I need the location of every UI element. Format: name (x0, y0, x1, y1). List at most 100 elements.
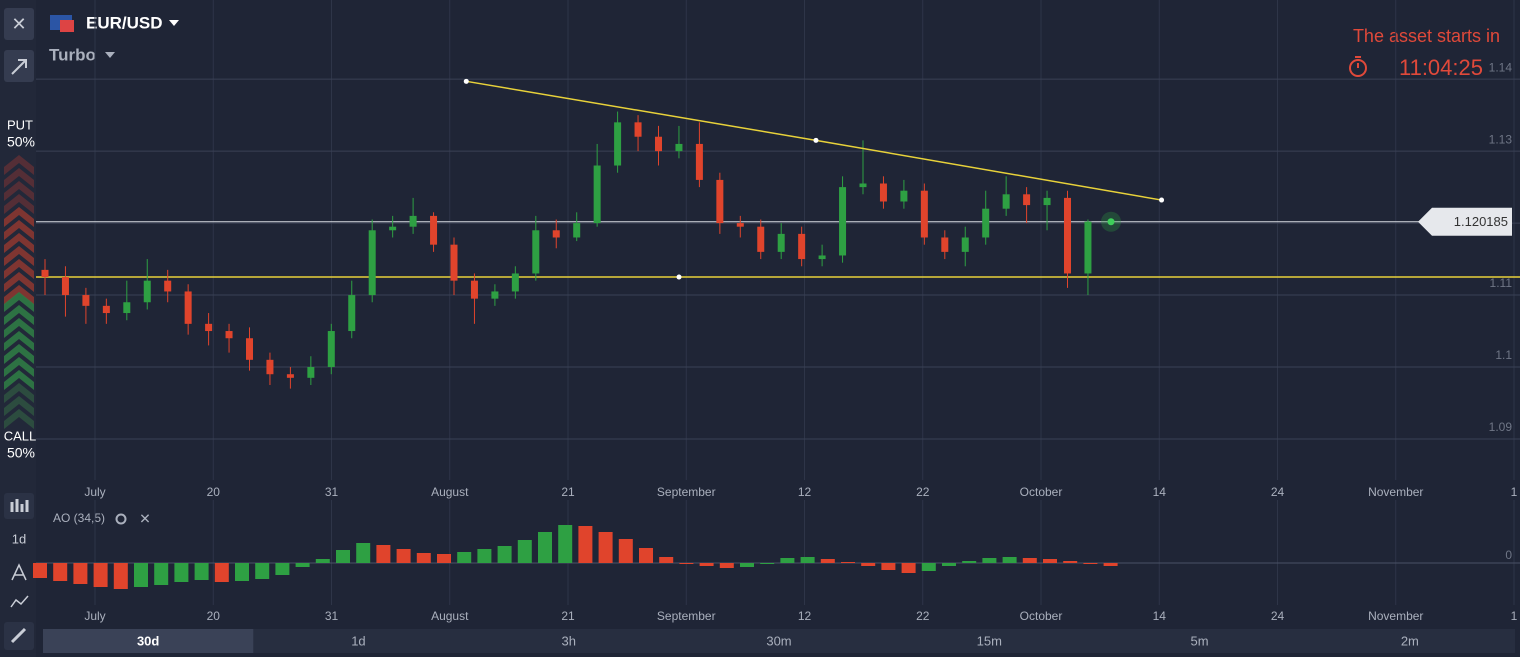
candle-body (879, 183, 887, 202)
ao-bar (1083, 563, 1098, 564)
x-tick-label: 12 (798, 485, 812, 499)
candle-body (1064, 197, 1071, 274)
ao-bar (336, 550, 350, 563)
candle-body (593, 165, 601, 224)
x-tick-label: 22 (916, 485, 930, 499)
ao-bar (639, 548, 653, 563)
indicator-remove[interactable]: ✕ (139, 511, 151, 527)
put-chevron (4, 285, 34, 305)
ao-y-tick-label: 0 (1505, 548, 1512, 562)
candle-body (839, 187, 847, 256)
candle-body (143, 280, 151, 303)
period-button[interactable]: 1d (12, 531, 26, 546)
ao-bar (679, 563, 694, 564)
put-chevron (4, 181, 34, 201)
ao-bar (1002, 557, 1017, 563)
candle-body (470, 280, 478, 299)
ao-bar (174, 563, 189, 582)
ao-bar (376, 545, 391, 563)
candle-body (900, 190, 908, 202)
ao-bar (113, 563, 128, 589)
ao-bar (538, 532, 552, 563)
call-label[interactable]: CALL (4, 428, 37, 443)
ao-bar (921, 563, 936, 571)
indicator-label: AO (34,5) (53, 511, 105, 525)
call-chevron (4, 396, 34, 416)
call-chevron (4, 409, 34, 429)
close-button[interactable] (4, 8, 34, 40)
support-point (676, 274, 682, 280)
candle-body (1084, 221, 1092, 274)
tab[interactable]: 30m (766, 633, 791, 648)
tab[interactable]: 5m (1191, 633, 1209, 648)
ao-bar (1063, 561, 1078, 563)
asset-dropdown[interactable] (169, 20, 179, 26)
chart-type-button[interactable] (4, 493, 34, 519)
candle-body (716, 179, 724, 224)
y-tick-label: 1.1 (1495, 348, 1512, 362)
put-label[interactable]: PUT (7, 117, 33, 132)
x-tick-label: 31 (325, 485, 339, 499)
chart-type-icon (10, 499, 29, 512)
candle-body (920, 190, 928, 238)
ao-bar (93, 563, 108, 587)
x-tick-label: October (1020, 485, 1063, 499)
tab[interactable]: 1d (351, 633, 365, 648)
ao-bar (659, 557, 674, 563)
tab[interactable]: 3h (561, 633, 575, 648)
ao-bar (1043, 559, 1057, 563)
x-tick-label: August (431, 485, 469, 499)
countdown: 11:04:25 (1399, 55, 1483, 80)
ao-bar (416, 553, 431, 563)
candle-body (368, 230, 376, 296)
indicator-button[interactable] (11, 563, 27, 581)
candle-body (491, 291, 499, 299)
candle-body (246, 338, 253, 360)
ao-x-tick-label: 12 (798, 609, 812, 623)
call-chevron (4, 331, 34, 351)
candle-body (307, 367, 315, 378)
ao-bar (901, 563, 916, 573)
tab[interactable]: 30d (137, 633, 159, 648)
price-label-bg (1418, 207, 1512, 236)
ao-bar (962, 561, 977, 563)
tab[interactable]: 15m (977, 633, 1002, 648)
live-dot (1107, 218, 1115, 226)
ao-bar (517, 540, 532, 563)
candle-body (941, 237, 949, 252)
tab-selected-bg (43, 629, 254, 653)
indicator-settings[interactable] (115, 513, 127, 525)
flag-icon-us (60, 20, 74, 32)
ao-bar (134, 563, 148, 587)
ao-bar (942, 563, 956, 566)
asset-name[interactable]: EUR/USD (86, 13, 163, 32)
resistance-point (813, 137, 819, 143)
chart: July July 20 20 31 31 August August 21 21 Septembe… (4, 0, 1520, 653)
x-tick-label: July (84, 485, 105, 499)
tab[interactable]: 2m (1401, 633, 1419, 648)
ao-bar (881, 563, 896, 570)
candle-body (1043, 197, 1051, 206)
candle-body (757, 226, 765, 252)
y-tick-label: 1.14 (1489, 60, 1513, 74)
candle-body (327, 331, 335, 368)
ao-bar (214, 563, 229, 582)
ao-bar (477, 549, 492, 563)
ao-bar (1022, 558, 1037, 563)
timer-icon-hand (1355, 56, 1361, 68)
candle-body (430, 215, 438, 245)
candle-body (123, 302, 131, 314)
drawing-button[interactable] (10, 595, 29, 608)
put-chevron (4, 168, 34, 188)
candle-body (982, 208, 990, 238)
ao-x-tick-label: 21 (561, 609, 575, 623)
ao-bar (982, 558, 997, 563)
put-chevron (4, 259, 34, 279)
ao-bar (33, 563, 47, 578)
ao-bar (800, 557, 815, 563)
mode-name[interactable]: Turbo (49, 45, 96, 64)
candle-body (61, 277, 69, 296)
mode-dropdown[interactable] (105, 52, 115, 58)
ao-bar (275, 563, 290, 575)
